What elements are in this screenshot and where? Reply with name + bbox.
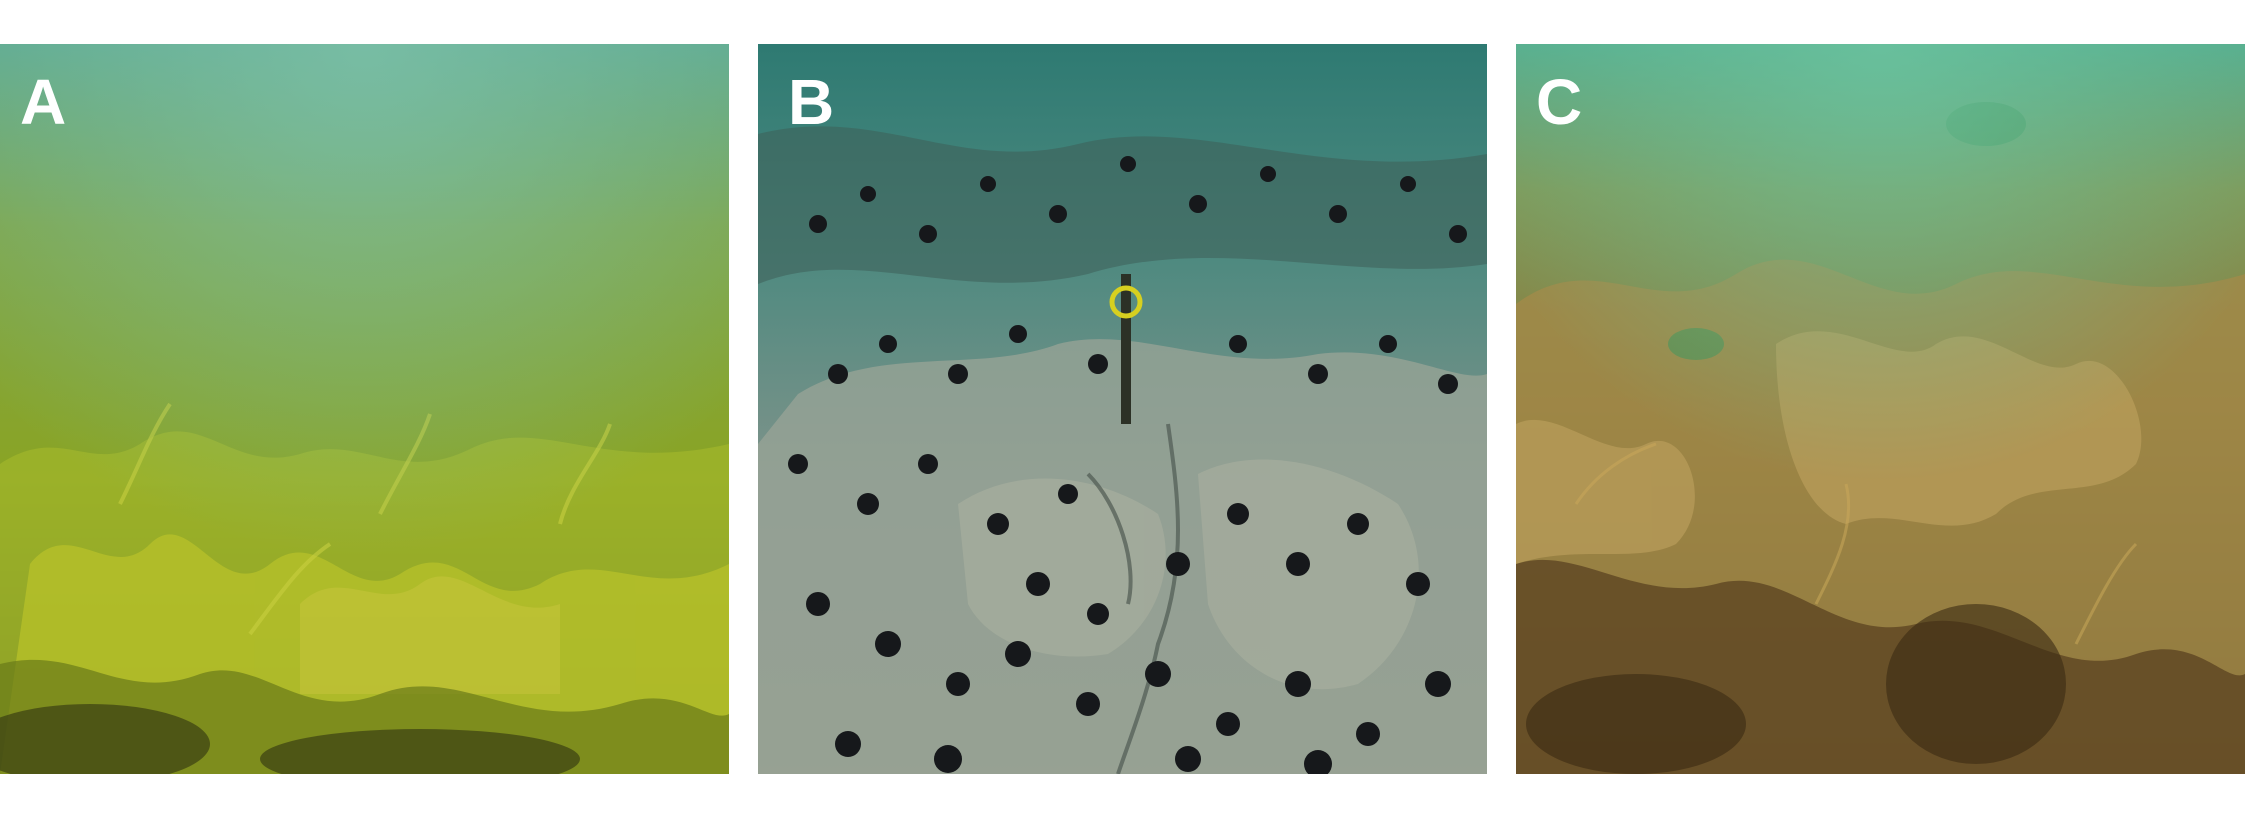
kelp-forest-photo-a [0,44,729,774]
photo-panel-a: A [0,44,729,774]
photo-panel-c: C [1516,44,2245,774]
photo-panel-b: B [758,44,1487,774]
panel-label-a: A [20,66,67,138]
panel-label-c: C [1536,66,1583,138]
urchin-barren-photo-b [758,44,1487,774]
kelp-forest-photo-c [1516,44,2245,774]
panel-label-b: B [788,66,835,138]
survey-marker [1109,274,1143,424]
